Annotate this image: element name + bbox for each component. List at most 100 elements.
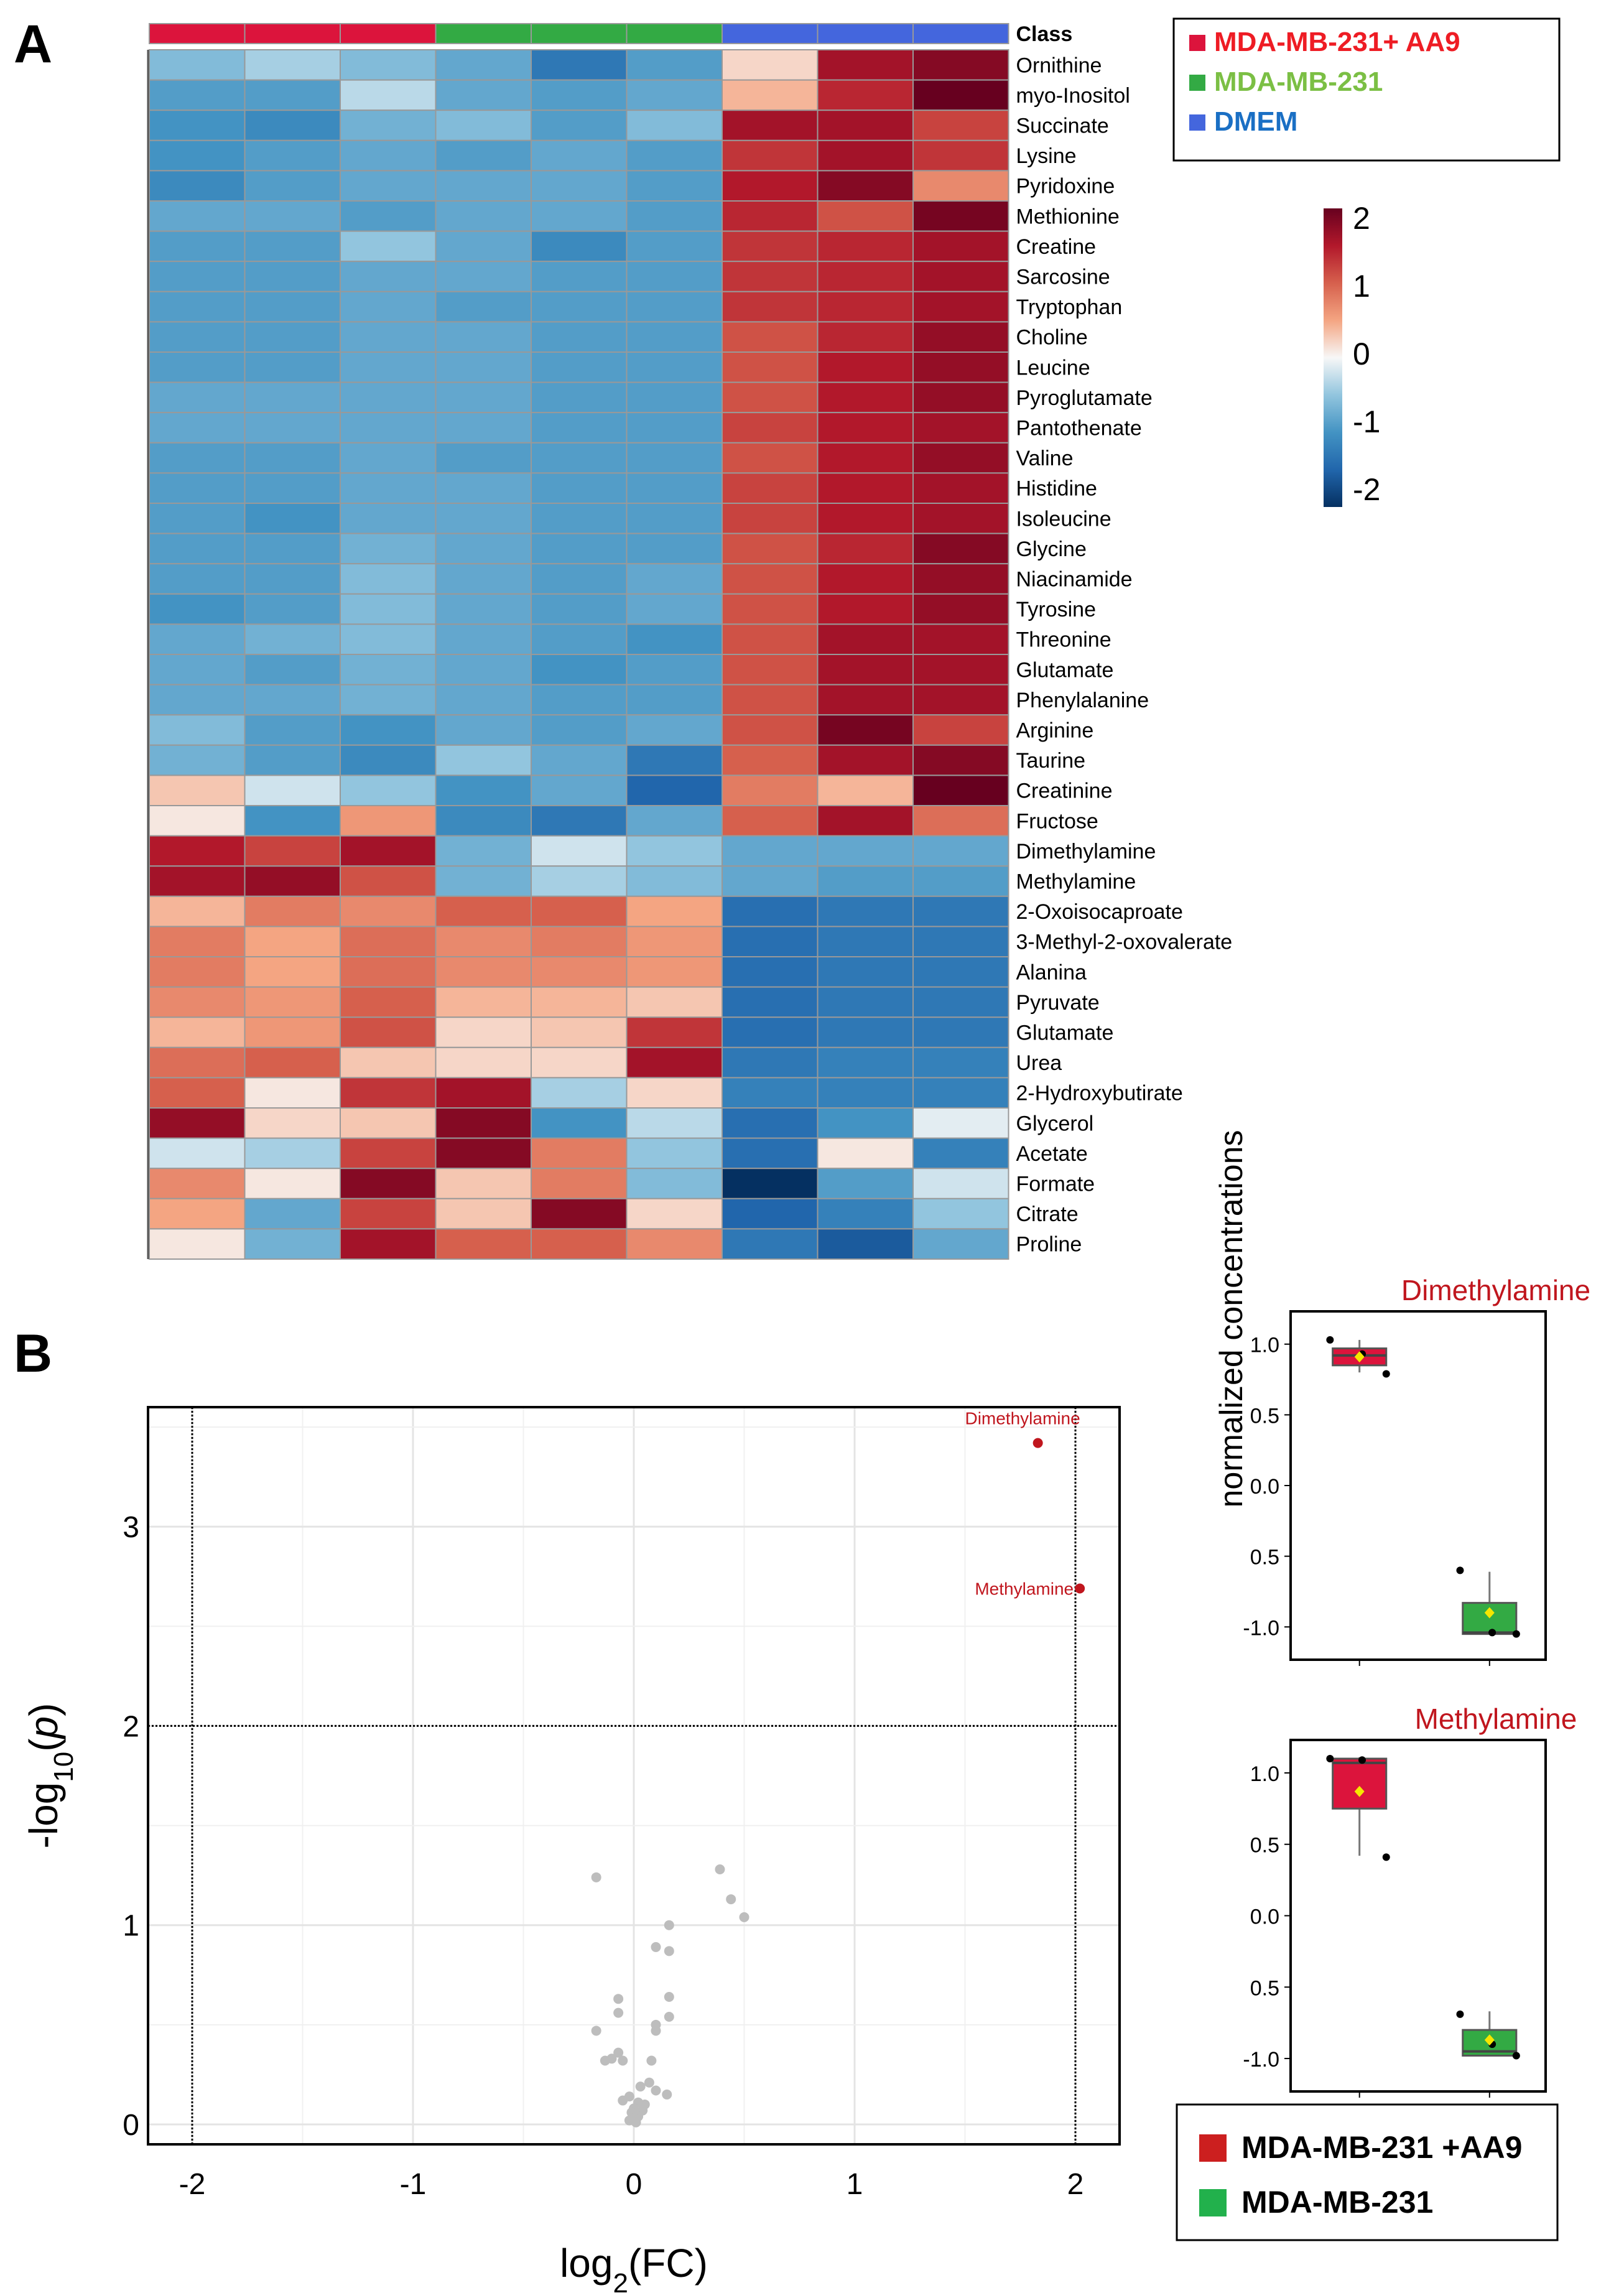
heatmap-cell [149, 170, 246, 202]
heatmap-cell [722, 563, 819, 595]
heatmap-class-label: Class [1016, 22, 1073, 46]
heatmap-cell [912, 291, 1009, 323]
heatmap-cell [626, 1168, 723, 1199]
heatmap-cell [340, 472, 437, 505]
x-tick-label: 2 [1067, 2168, 1084, 2201]
heatmap-cell [626, 321, 723, 353]
heatmap-cell [435, 1168, 532, 1199]
heatmap-cell [244, 1077, 341, 1109]
heatmap-cell [722, 684, 819, 716]
heatmap-row-label: Succinate [1016, 114, 1109, 138]
heatmap-cell [531, 321, 628, 353]
heatmap-row-label: Proline [1016, 1233, 1082, 1257]
heatmap-cell [149, 895, 246, 928]
heatmap-cell [531, 1228, 628, 1260]
heatmap-cell [817, 865, 914, 897]
heatmap-cell [722, 472, 819, 505]
heatmap-cell [626, 49, 723, 81]
heatmap-cell [149, 1137, 246, 1170]
box-mean-marker [1484, 1607, 1495, 1619]
heatmap-cell [626, 835, 723, 867]
heatmap-cell [435, 442, 532, 474]
volcano-point [739, 1912, 749, 1922]
heatmap-cell [722, 1198, 819, 1230]
heatmap-cell [722, 1107, 819, 1139]
heatmap-row-label: Urea [1016, 1051, 1062, 1075]
heatmap-cell [626, 593, 723, 625]
heatmap-cell [722, 714, 819, 746]
heatmap-cell [340, 261, 437, 292]
heatmap-cell [722, 261, 819, 292]
boxplot-methylamine: Methylamine 1.0 0.5 0.0 0.5 -1.0 [1243, 1703, 1577, 2098]
heatmap-cell [912, 1016, 1009, 1048]
heatmap-cell [531, 805, 628, 837]
legend-swatch [1189, 114, 1205, 131]
boxplot-title: Methylamine [1415, 1703, 1577, 1735]
heatmap-cell [244, 381, 341, 414]
y-tick-label: 1.0 [1250, 1762, 1279, 1786]
heatmap-cell [244, 1046, 341, 1079]
heatmap-cell [626, 926, 723, 958]
panel-b-label: B [14, 1324, 52, 1384]
heatmap-cell [626, 170, 723, 202]
heatmap-cell [244, 351, 341, 383]
heatmap-row-label: Histidine [1016, 477, 1097, 501]
heatmap-cell [817, 744, 914, 776]
heatmap-cell [340, 503, 437, 534]
heatmap-cell [912, 956, 1009, 988]
heatmap-cell [244, 503, 341, 534]
heatmap-row-label: 3-Methyl-2-oxovalerate [1016, 931, 1233, 954]
heatmap-cell [817, 412, 914, 444]
x-tick-label: -2 [179, 2168, 206, 2201]
heatmap-cell [912, 805, 1009, 837]
class-cell [531, 23, 628, 44]
heatmap-cell [912, 593, 1009, 625]
heatmap-cell [531, 1168, 628, 1199]
box-iqr [1462, 1602, 1518, 1635]
volcano-point [591, 1872, 601, 1882]
heatmap-cell [626, 1228, 723, 1260]
heatmap-cell [626, 563, 723, 595]
heatmap-cell [244, 49, 341, 81]
heatmap-cell [722, 533, 819, 565]
heatmap-cell [626, 230, 723, 263]
x-axis-label: log2(FC) [560, 2241, 708, 2293]
heatmap-row-label: Citrate [1016, 1202, 1079, 1226]
volcano-point [613, 2047, 624, 2058]
heatmap-cell [435, 1016, 532, 1048]
heatmap-cell [531, 865, 628, 897]
heatmap-cell [435, 109, 532, 141]
heatmap-cell [626, 472, 723, 505]
scale-tick-label: -1 [1353, 404, 1380, 439]
volcano-point [591, 2026, 601, 2036]
heatmap-cell [817, 1016, 914, 1048]
heatmap-cell [149, 49, 246, 81]
heatmap-row-label: Isoleucine [1016, 507, 1111, 531]
heatmap-cell [722, 1228, 819, 1260]
heatmap-row-label: 2-Oxoisocaproate [1016, 900, 1183, 924]
heatmap-cell [340, 49, 437, 81]
heatmap-cell [722, 412, 819, 444]
heatmap-cell [722, 1046, 819, 1079]
heatmap-cell [817, 895, 914, 928]
heatmap-cell [531, 623, 628, 656]
volcano-point [664, 1992, 674, 2002]
heatmap-cell [435, 744, 532, 776]
heatmap-cell [626, 291, 723, 323]
heatmap-cell [149, 563, 246, 595]
heatmap-cell [817, 1198, 914, 1230]
heatmap-row-label: Glutamate [1016, 1021, 1114, 1045]
volcano-point [646, 2055, 657, 2066]
heatmap-cell [435, 1137, 532, 1170]
heatmap-cell [817, 1137, 914, 1170]
heatmap-cell [244, 563, 341, 595]
heatmap-cell [340, 1228, 437, 1260]
heatmap-cell [340, 412, 437, 444]
heatmap-cell [340, 351, 437, 383]
heatmap-cell [340, 654, 437, 686]
heatmap-cell [722, 1016, 819, 1048]
heatmap-cell [817, 1046, 914, 1079]
heatmap-cell [149, 381, 246, 414]
heatmap-cell [912, 230, 1009, 263]
